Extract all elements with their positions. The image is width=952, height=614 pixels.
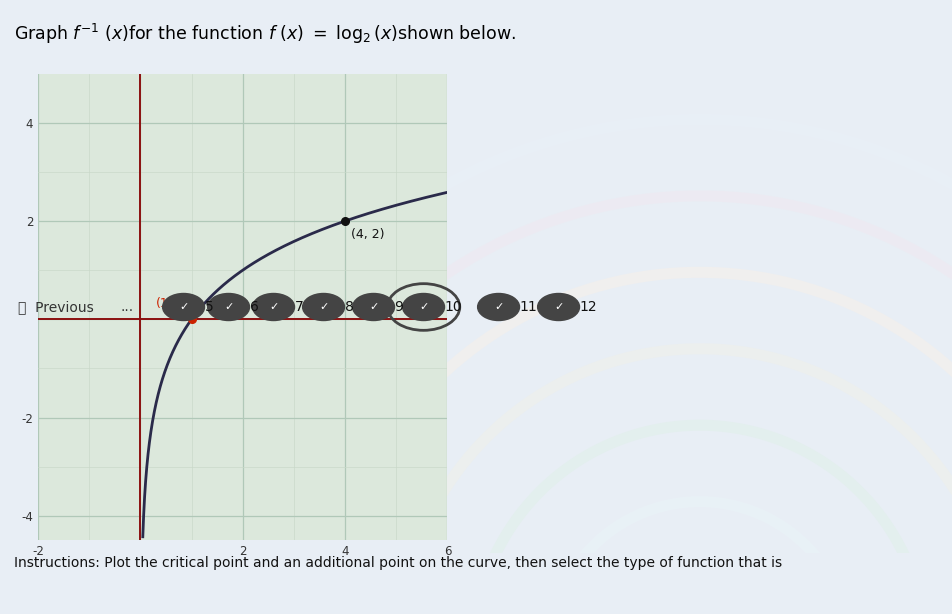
Text: 10: 10 xyxy=(445,300,462,314)
Text: ✓: ✓ xyxy=(224,302,233,312)
Text: ✓: ✓ xyxy=(554,302,564,312)
Text: 7: 7 xyxy=(294,300,304,314)
Text: 12: 12 xyxy=(580,300,597,314)
Text: Instructions: Plot the critical point and an additional point on the curve, then: Instructions: Plot the critical point an… xyxy=(14,556,783,570)
Text: ...: ... xyxy=(120,300,133,314)
Text: ✓: ✓ xyxy=(268,302,278,312)
Text: ✓: ✓ xyxy=(494,302,504,312)
Text: ✓: ✓ xyxy=(179,302,188,312)
Text: 〈  Previous: 〈 Previous xyxy=(18,300,93,314)
Text: 11: 11 xyxy=(520,300,537,314)
Text: (4, 2): (4, 2) xyxy=(351,228,385,241)
Text: (1,0): (1,0) xyxy=(156,297,186,310)
Text: Graph $f^{-1}$ $(x)$for the function $f$ $(x)$ $=$ $\log_2(x)$shown below.: Graph $f^{-1}$ $(x)$for the function $f$… xyxy=(14,21,516,45)
Text: ✓: ✓ xyxy=(419,302,428,312)
Text: ✓: ✓ xyxy=(368,302,378,312)
Text: 5: 5 xyxy=(205,300,213,314)
Text: 8: 8 xyxy=(345,300,353,314)
Text: ✓: ✓ xyxy=(319,302,328,312)
Text: 9: 9 xyxy=(394,300,404,314)
Text: 6: 6 xyxy=(249,300,258,314)
